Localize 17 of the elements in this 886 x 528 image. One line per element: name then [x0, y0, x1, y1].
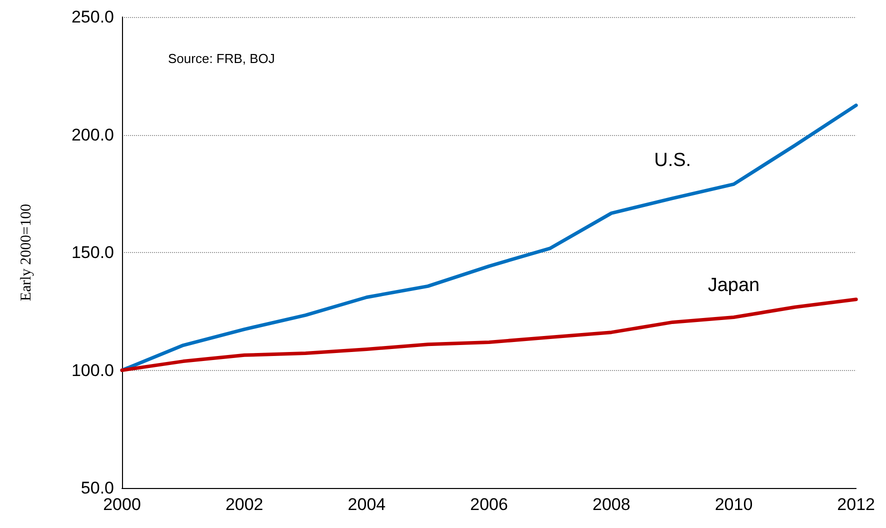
y-tick-label: 250.0	[71, 8, 114, 26]
series-label: Japan	[708, 274, 760, 296]
y-axis-title: Early 2000=100	[18, 204, 34, 302]
y-tick-label: 100.0	[71, 360, 114, 380]
x-tick-label: 2008	[592, 495, 630, 514]
x-tick-label: 2006	[470, 495, 508, 514]
series-label: U.S.	[654, 150, 692, 171]
x-tick-label: 2010	[714, 495, 753, 514]
x-tick-label: 2002	[225, 495, 264, 514]
y-tick-label: 200.0	[71, 125, 114, 144]
x-tick-label: 2004	[348, 495, 386, 514]
y-tick-label: 150.0	[71, 243, 114, 262]
y-tick-label: 50.0	[80, 478, 114, 498]
line-series	[120, 298, 858, 372]
annotation: Source: FRB, BOJ	[168, 51, 275, 66]
x-tick-label: 2000	[103, 495, 141, 514]
x-tick-label: 2012	[837, 495, 876, 514]
